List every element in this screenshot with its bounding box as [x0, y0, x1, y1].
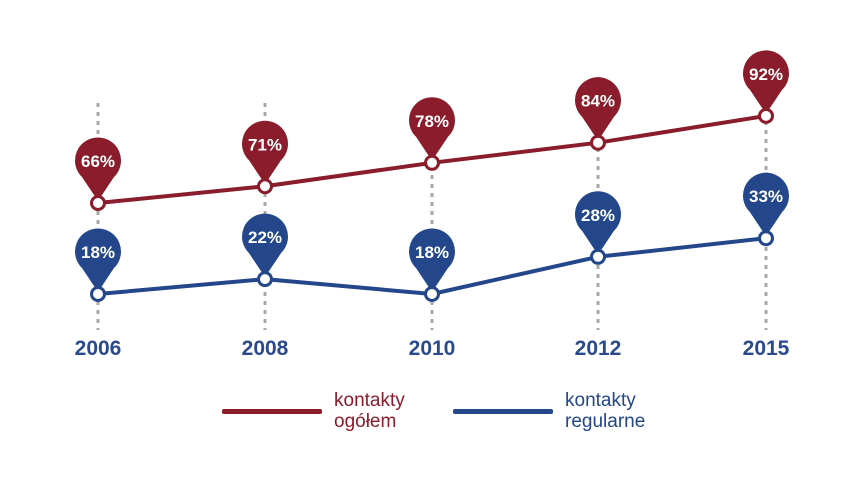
- data-point-regular-2012: 28%: [575, 191, 622, 265]
- data-label: 22%: [248, 228, 282, 247]
- point-marker: [90, 286, 106, 302]
- point-marker: [257, 178, 273, 195]
- pin-marker: [743, 50, 789, 114]
- data-point-regular-2006: 18%: [75, 228, 122, 302]
- pin-marker: [75, 228, 122, 292]
- legend-label-regular-line2: regularne: [565, 411, 646, 432]
- point-marker: [424, 286, 440, 302]
- data-point-total-2012: 84%: [575, 77, 622, 151]
- data-label: 92%: [749, 65, 783, 84]
- point-marker: [424, 154, 440, 171]
- x-tick-2012: 2012: [575, 337, 622, 360]
- point-marker: [90, 195, 106, 211]
- legend-label-total: kontakty ogółem: [334, 390, 405, 432]
- x-axis-ticks: 2006 2008 2010 2012 2015: [75, 337, 790, 360]
- legend-item-total: kontakty ogółem: [222, 386, 405, 436]
- pin-marker: [743, 172, 789, 237]
- legend-label-total-line1: kontakty: [334, 390, 405, 411]
- data-label: 84%: [581, 92, 615, 111]
- point-marker: [758, 107, 774, 124]
- point-marker: [590, 134, 606, 151]
- point-marker: [590, 248, 606, 265]
- data-point-regular-2015: 33%: [743, 172, 789, 247]
- data-label: 78%: [415, 112, 449, 131]
- legend-swatch-total: [222, 408, 322, 414]
- legend-item-regular: kontakty regularne: [453, 386, 645, 436]
- x-tick-2006: 2006: [75, 337, 122, 360]
- data-point-regular-2008: 22%: [242, 213, 289, 288]
- pin-marker: [242, 213, 289, 278]
- data-point-total-2015: 92%: [743, 50, 789, 124]
- x-tick-2015: 2015: [743, 337, 790, 360]
- data-label: 66%: [81, 152, 115, 171]
- legend-label-regular-line1: kontakty: [565, 390, 636, 411]
- data-point-regular-2010: 18%: [409, 228, 455, 302]
- x-tick-2008: 2008: [242, 337, 289, 360]
- x-tick-2010: 2010: [409, 337, 456, 360]
- legend-swatch-regular: [453, 408, 553, 414]
- legend-label-regular: kontakty regularne: [565, 390, 645, 432]
- data-point-total-2008: 71%: [242, 120, 288, 195]
- pin-marker: [575, 191, 622, 255]
- data-label: 28%: [581, 206, 615, 225]
- pin-marker: [409, 97, 455, 161]
- data-label: 33%: [749, 187, 783, 206]
- data-markers: 66% 71% 78% 84% 92% 18% 22% 18% 28% 33%: [75, 50, 789, 302]
- point-marker: [257, 271, 273, 288]
- pin-marker: [75, 137, 121, 201]
- data-label: 18%: [81, 243, 115, 262]
- legend-label-total-line2: ogółem: [334, 411, 397, 432]
- data-point-total-2010: 78%: [409, 97, 455, 171]
- data-label: 71%: [248, 135, 282, 154]
- point-marker: [758, 230, 774, 247]
- data-point-total-2006: 66%: [75, 137, 121, 211]
- pin-marker: [409, 228, 455, 292]
- data-label: 18%: [415, 243, 449, 262]
- pin-marker: [575, 77, 622, 141]
- pin-marker: [242, 120, 288, 185]
